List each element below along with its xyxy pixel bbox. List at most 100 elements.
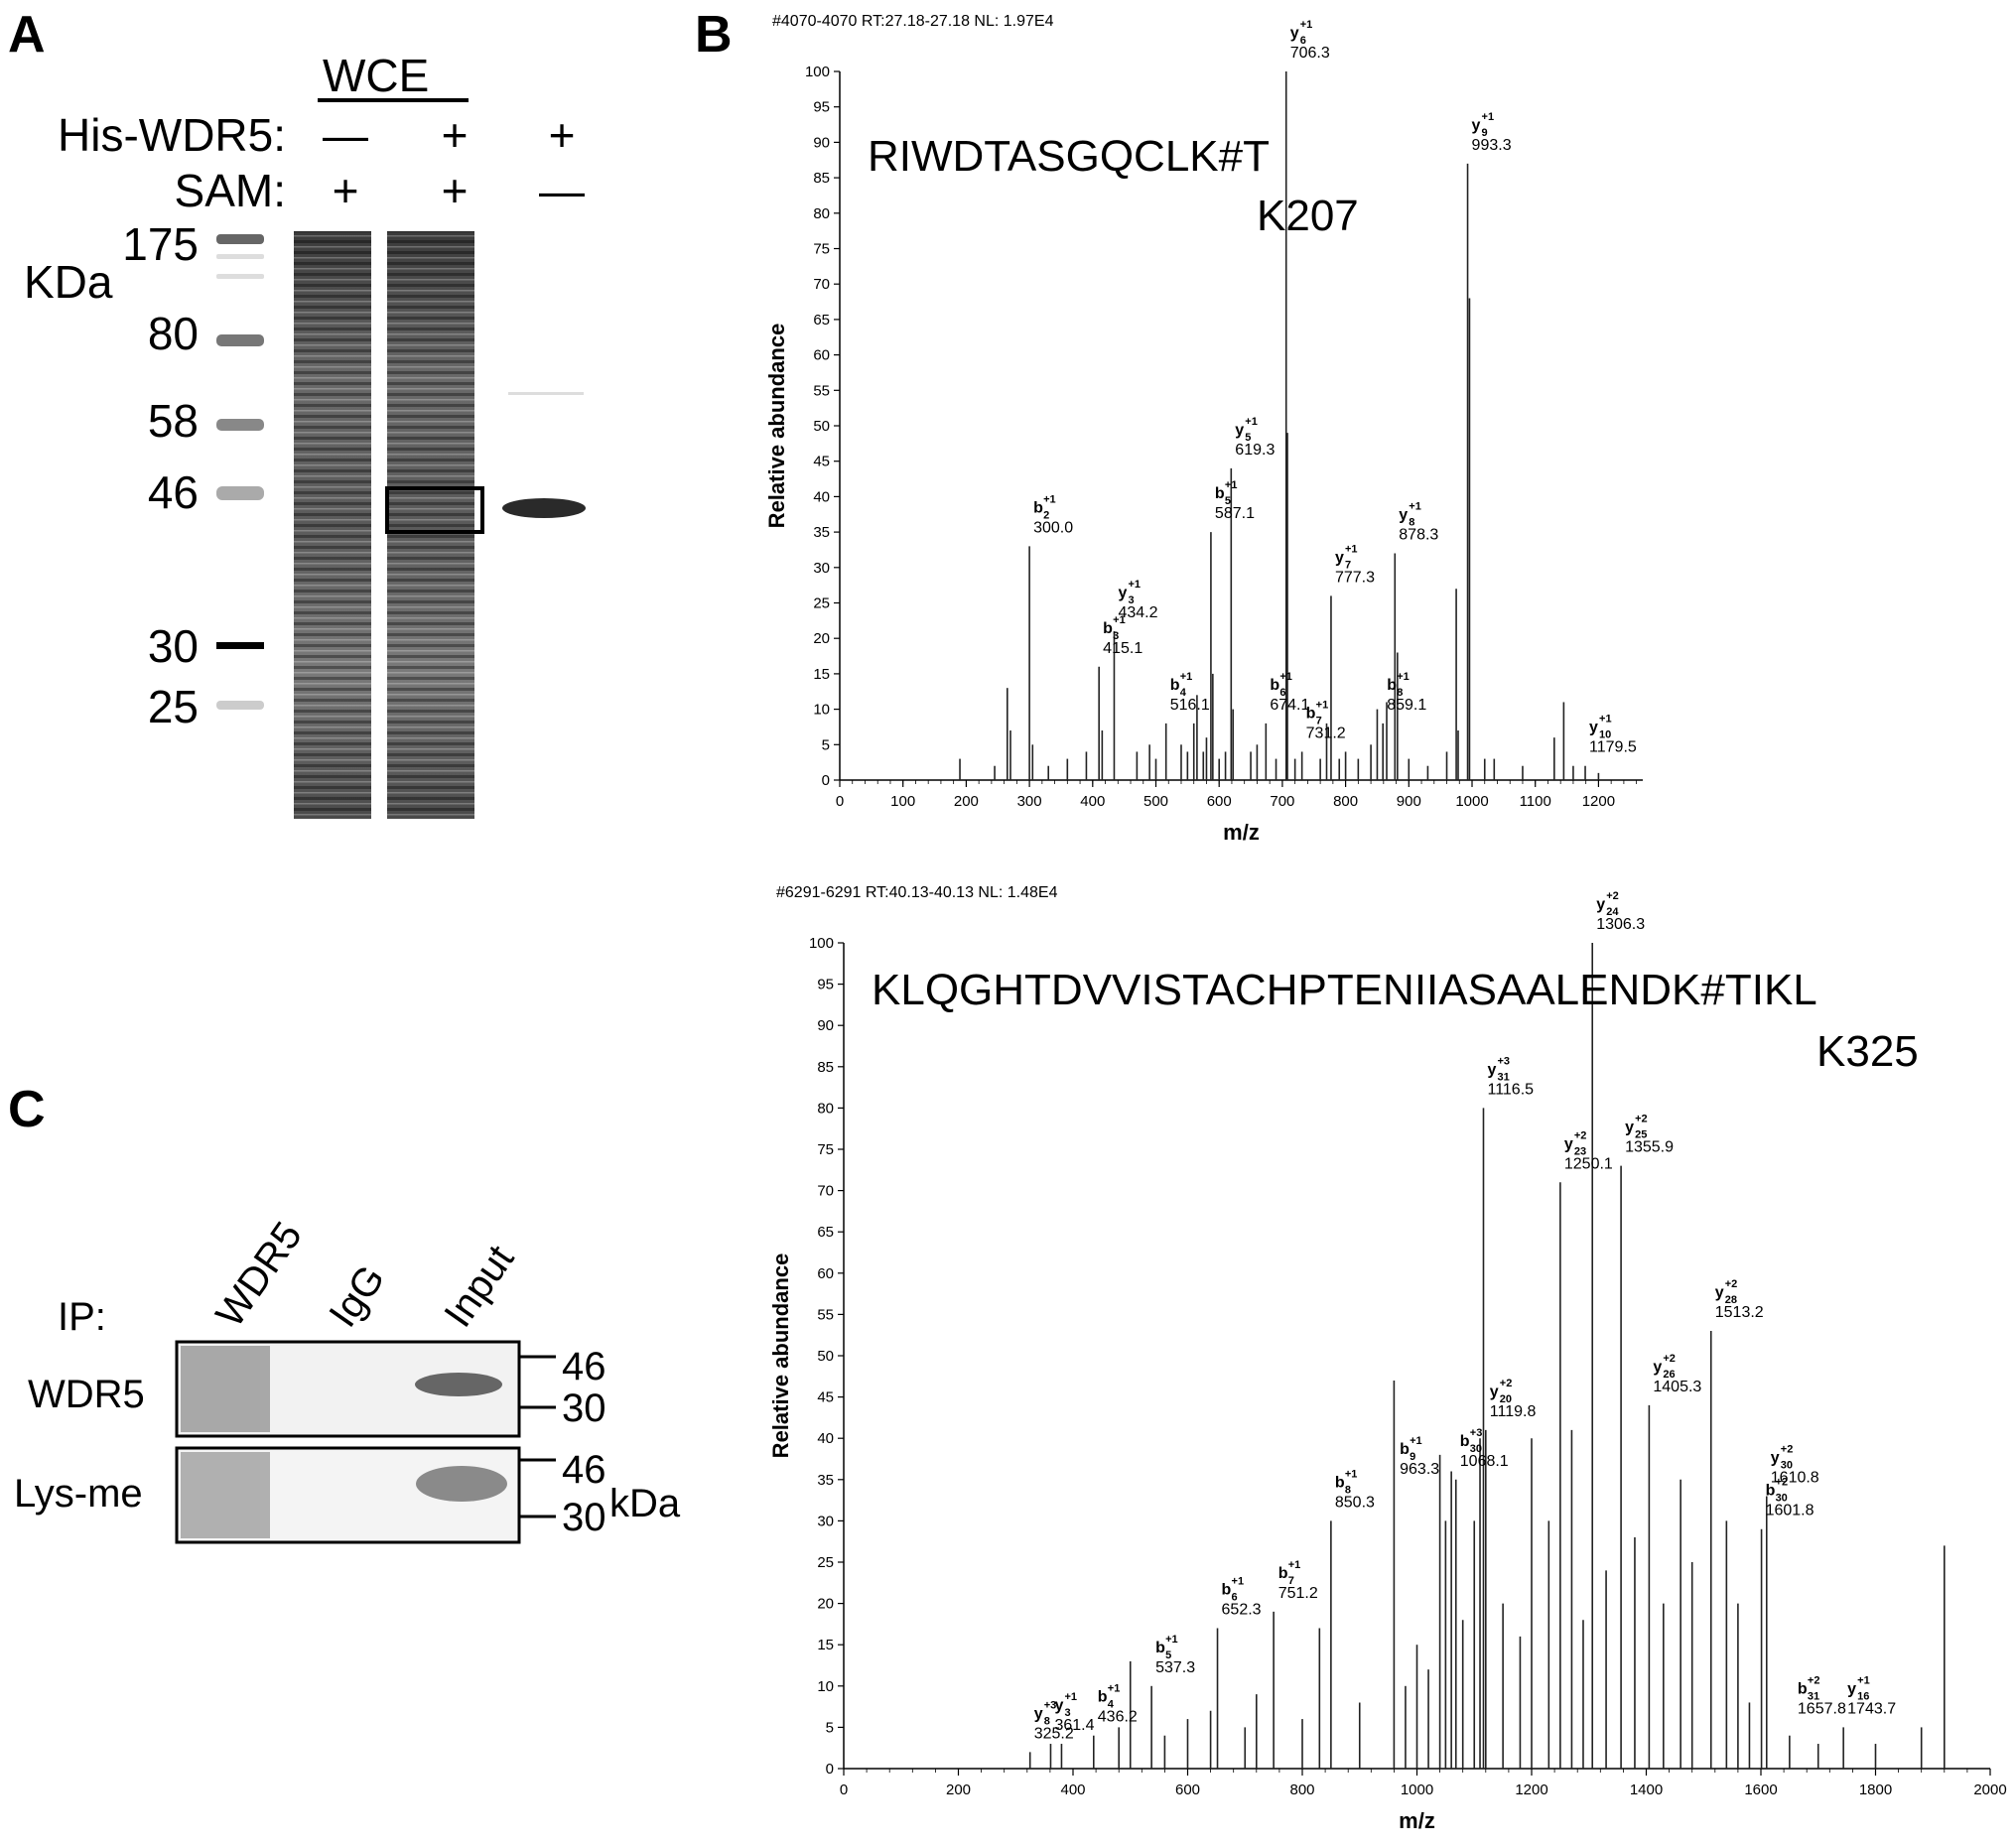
- spectrum-1-xtick-label: 300: [1017, 793, 1042, 810]
- spectrum-2-ytick-label: 10: [817, 1678, 834, 1695]
- spectrum-2-ytick-label: 65: [817, 1224, 834, 1241]
- spectrum-2-ytick-label: 75: [817, 1141, 834, 1158]
- spectrum-2-ytick-label: 15: [817, 1637, 834, 1653]
- wce-underline: [318, 98, 469, 102]
- spectrum-2-ion-label: y: [1487, 1061, 1496, 1078]
- spectrum-2-ion-label: b: [1155, 1640, 1165, 1656]
- spectrum-2-ion-label: y: [1771, 1449, 1780, 1466]
- spectrum-1-ion-charge: +1: [1599, 714, 1612, 726]
- spectrum-2-ytick-label: 25: [817, 1554, 834, 1571]
- spectrum-2-ion-subscript: 7: [1288, 1575, 1294, 1587]
- blot1-marker-46: 46: [562, 1345, 606, 1388]
- spectrum-1-ytick-label: 65: [813, 312, 830, 329]
- spectrum-2-ion-label: b: [1798, 1680, 1808, 1697]
- lane-label-igg: IgG: [321, 1257, 393, 1335]
- spectrum-2-ion-charge: +1: [1857, 1674, 1870, 1686]
- spectrum-2-ion-charge: +1: [1064, 1691, 1077, 1703]
- spectrum-1-ion-subscript: 3: [1128, 594, 1134, 606]
- spectrum-2-ion-subscript: 8: [1345, 1484, 1351, 1496]
- spectrum-1-ion-mz: 859.1: [1387, 697, 1426, 714]
- spectrum-1-ion-label: y: [1335, 549, 1344, 566]
- spectrum-2-ytick-label: 90: [817, 1017, 834, 1034]
- spectrum-2-ion-label: b: [1335, 1474, 1345, 1491]
- spectrum-1-ion-label: y: [1118, 585, 1127, 601]
- spectrum-1-ion-charge: +1: [1279, 671, 1292, 683]
- spectrum-1-ion-charge: +1: [1482, 111, 1495, 123]
- spectrum-2-ion-label: y: [1054, 1697, 1063, 1714]
- panel-label-a: A: [8, 6, 46, 64]
- spectrum-1-ytick-label: 15: [813, 666, 830, 683]
- wce-label: WCE: [323, 50, 429, 101]
- spectrum-1-ion-label: b: [1033, 499, 1043, 516]
- spectrum-1-ytick-label: 90: [813, 134, 830, 151]
- spectrum-1-ion-subscript: 7: [1345, 559, 1351, 571]
- spectrum-2-ion-mz: 361.4: [1054, 1717, 1094, 1734]
- lane-label-wdr5: WDR5: [207, 1214, 311, 1335]
- spectrum-1-ion-label: y: [1235, 422, 1244, 439]
- spectrum-2-ion-subscript: 4: [1108, 1699, 1115, 1711]
- spectrum-1-ion-mz: 434.2: [1118, 604, 1157, 621]
- spectrum-2-ion-charge: +3: [1497, 1055, 1510, 1067]
- sam-sign-2: +: [442, 165, 469, 216]
- spectrum-2-ytick-label: 20: [817, 1596, 834, 1613]
- spectrum-2-ytick-label: 45: [817, 1389, 834, 1406]
- spectrum-1-ion-charge: +1: [1225, 479, 1238, 491]
- spectrum-2-ion-mz: 1068.1: [1460, 1453, 1509, 1470]
- spectrum-2-ytick-label: 40: [817, 1430, 834, 1447]
- spectrum-2-ion-subscript: 3: [1064, 1707, 1070, 1719]
- spectrum-1-ytick-label: 100: [805, 64, 830, 80]
- spectrum-1-ion-label: b: [1103, 620, 1113, 637]
- spectrum-2-ylabel: Relative abundance: [768, 1253, 793, 1459]
- spectrum-1-ytick-label: 60: [813, 347, 830, 364]
- spectrum-2-ion-label: b: [1278, 1565, 1288, 1582]
- lane-label-input: Input: [436, 1238, 522, 1335]
- spectrum-1-ion-charge: +1: [1345, 543, 1358, 555]
- spectrum-1-xtick-label: 900: [1397, 793, 1421, 810]
- spectrum-1-ion-charge: +1: [1316, 699, 1329, 711]
- spectrum-2-ion-mz: 1119.8: [1490, 1403, 1537, 1420]
- spectrum-1-xtick-label: 500: [1143, 793, 1168, 810]
- spectrum-1-ion-label: b: [1270, 677, 1279, 694]
- spectrum-1-xlabel: m/z: [1223, 820, 1260, 845]
- spectrum-1-header: #4070-4070 RT:27.18-27.18 NL: 1.97E4: [772, 13, 1054, 30]
- spectrum-2-ytick-label: 55: [817, 1306, 834, 1323]
- spectrum-1-ion-label: y: [1589, 720, 1598, 736]
- spectrum-2-ion-subscript: 5: [1165, 1649, 1171, 1661]
- his-wdr5-label: His-WDR5:: [58, 109, 286, 161]
- spectrum-2-ion-mz: 1355.9: [1625, 1139, 1674, 1156]
- spectrum-1-ion-subscript: 5: [1245, 432, 1251, 444]
- gel-lane-2: [387, 231, 474, 819]
- spectrum-2-ion-mz: 1405.3: [1653, 1379, 1701, 1395]
- spectrum-2-ion-charge: +2: [1808, 1674, 1820, 1686]
- spectrum-2-xtick-label: 1200: [1515, 1781, 1547, 1798]
- spectrum-2-ion-charge: +2: [1725, 1278, 1738, 1290]
- spectrum-2-ion-subscript: 8: [1044, 1715, 1050, 1727]
- spectrum-2-ion-label: y: [1847, 1680, 1856, 1697]
- spectrum-1-ion-subscript: 8: [1397, 687, 1403, 699]
- kda-unit-label: kDa: [609, 1482, 681, 1525]
- spectrum-2-ion-charge: +3: [1470, 1427, 1483, 1439]
- blot2-band-input: [416, 1466, 507, 1502]
- spectrum-1-ion-mz: 415.1: [1103, 640, 1142, 657]
- spectrum-1-ion-mz: 619.3: [1235, 442, 1275, 459]
- blot2-marker-46: 46: [562, 1448, 606, 1492]
- spectrum-1-ion-mz: 516.1: [1170, 697, 1210, 714]
- spectrum-1-ion-mz: 674.1: [1270, 697, 1309, 714]
- spectrum-2-xtick-label: 800: [1289, 1781, 1314, 1798]
- spectrum-2-ion-label: b: [1222, 1582, 1232, 1599]
- spectrum-1-ion-charge: +1: [1300, 19, 1313, 31]
- spectrum-2-ion-mz: 850.3: [1335, 1494, 1375, 1511]
- spectrum-1-ion-charge: +1: [1397, 671, 1410, 683]
- spectrum-1-ion-charge: +1: [1128, 579, 1141, 591]
- spectrum-2-ion-subscript: 26: [1663, 1369, 1675, 1381]
- spectrum-1-ion-mz: 731.2: [1306, 725, 1346, 741]
- marker-175: 175: [122, 218, 199, 270]
- spectrum-1-ion-mz: 706.3: [1290, 45, 1330, 62]
- spectrum-1-ion-mz: 300.0: [1033, 519, 1073, 536]
- spectrum-1-xtick-label: 200: [954, 793, 979, 810]
- spectrum-2-ion-label: y: [1653, 1359, 1662, 1376]
- blot2-label: Lys-me: [14, 1472, 143, 1516]
- spectrum-2-ion-mz: 436.2: [1098, 1709, 1138, 1726]
- spectrum-2-ion-mz: 1116.5: [1487, 1081, 1534, 1098]
- spectrum-1-ion-charge: +1: [1113, 614, 1126, 626]
